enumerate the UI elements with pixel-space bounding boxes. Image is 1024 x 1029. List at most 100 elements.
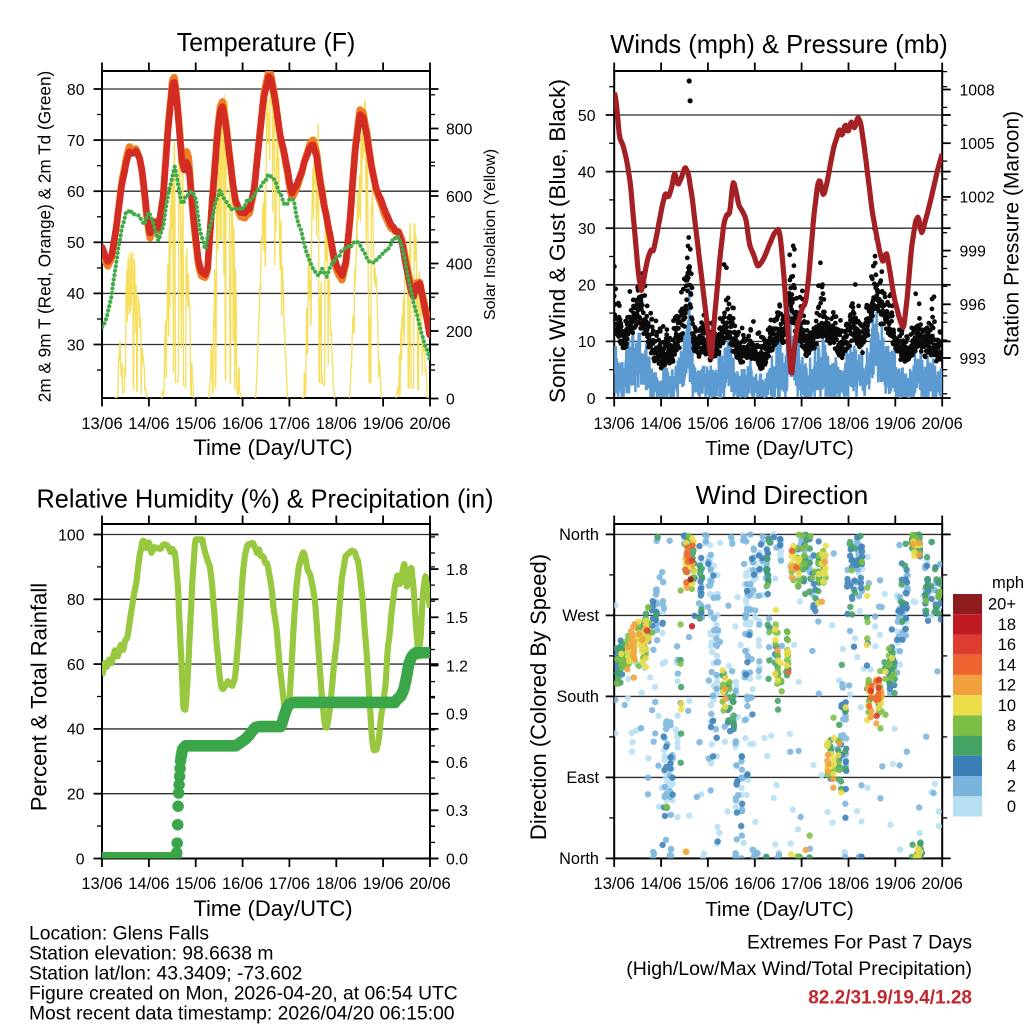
svg-text:13/06: 13/06 [594,415,635,433]
svg-text:Figure created on Mon, 2026-04: Figure created on Mon, 2026-04-20, at 06… [29,984,458,1005]
svg-text:0.6: 0.6 [446,755,468,772]
svg-text:30: 30 [578,221,596,238]
svg-text:13/06: 13/06 [81,875,122,893]
svg-text:60: 60 [67,184,85,201]
svg-text:15/06: 15/06 [687,875,728,893]
svg-text:10: 10 [578,334,596,351]
svg-text:1.5: 1.5 [446,610,468,627]
svg-text:16/06: 16/06 [222,875,263,893]
svg-text:Relative Humidity (%) & Precip: Relative Humidity (%) & Precipitation (i… [37,484,494,514]
svg-text:1.2: 1.2 [446,658,468,675]
svg-text:6: 6 [1007,737,1016,755]
svg-text:South: South [556,688,599,706]
svg-text:10: 10 [998,697,1016,715]
svg-text:400: 400 [446,256,473,273]
svg-text:60: 60 [67,657,85,674]
svg-text:Wind Direction: Wind Direction [696,480,869,510]
svg-text:Percent & Total Rainfall: Percent & Total Rainfall [26,583,51,811]
svg-text:0.9: 0.9 [446,707,468,724]
svg-text:0: 0 [587,391,596,408]
svg-text:17/06: 17/06 [781,415,822,433]
svg-text:13/06: 13/06 [594,875,635,893]
svg-text:Most recent data timestamp: 20: Most recent data timestamp: 2026/04/20 0… [29,1004,455,1025]
svg-text:40: 40 [67,722,85,739]
svg-text:40: 40 [67,286,85,303]
svg-text:Station elevation: 98.6638 m: Station elevation: 98.6638 m [29,944,273,965]
svg-text:West: West [562,607,599,625]
svg-text:50: 50 [67,235,85,252]
svg-text:Temperature (F): Temperature (F) [177,27,356,57]
svg-text:Extremes For Past 7 Days: Extremes For Past 7 Days [747,932,972,953]
svg-text:0: 0 [446,391,455,408]
svg-text:16/06: 16/06 [734,415,775,433]
svg-text:North: North [559,526,599,544]
svg-text:20: 20 [67,787,85,804]
svg-text:18/06: 18/06 [828,415,869,433]
svg-text:0: 0 [1007,798,1016,816]
svg-text:2: 2 [1007,778,1016,796]
svg-text:20/06: 20/06 [922,875,963,893]
svg-text:20/06: 20/06 [409,415,450,433]
svg-text:19/06: 19/06 [362,415,403,433]
svg-text:Station Pressure (Maroon): Station Pressure (Maroon) [1001,111,1024,357]
svg-text:17/06: 17/06 [781,875,822,893]
svg-text:800: 800 [446,121,473,138]
svg-text:15/06: 15/06 [687,415,728,433]
svg-text:80: 80 [67,82,85,99]
svg-text:19/06: 19/06 [875,875,916,893]
svg-text:1005: 1005 [960,136,995,153]
svg-text:North: North [559,850,599,868]
svg-text:13/06: 13/06 [81,415,122,433]
svg-text:0.0: 0.0 [446,851,468,868]
svg-text:996: 996 [960,297,987,314]
svg-text:14/06: 14/06 [640,875,681,893]
svg-text:18/06: 18/06 [316,415,357,433]
svg-text:1.8: 1.8 [446,562,468,579]
svg-text:200: 200 [446,324,473,341]
svg-text:20: 20 [578,278,596,295]
svg-text:14/06: 14/06 [640,415,681,433]
svg-text:20+: 20+ [988,596,1016,614]
svg-text:993: 993 [960,351,987,368]
svg-text:999: 999 [960,243,987,260]
svg-text:Sonic Wind & Gust (Blue, Black: Sonic Wind & Gust (Blue, Black) [545,79,570,403]
svg-text:16/06: 16/06 [734,875,775,893]
svg-text:70: 70 [67,133,85,150]
svg-text:14/06: 14/06 [128,415,169,433]
svg-text:18/06: 18/06 [828,875,869,893]
svg-text:Winds (mph) & Pressure (mb): Winds (mph) & Pressure (mb) [610,29,948,59]
svg-text:(High/Low/Max Wind/Total Preci: (High/Low/Max Wind/Total Precipitation) [626,958,972,980]
svg-text:12: 12 [998,677,1016,695]
svg-text:20/06: 20/06 [409,875,450,893]
svg-text:Time (Day/UTC): Time (Day/UTC) [705,437,853,460]
svg-text:Time (Day/UTC): Time (Day/UTC) [705,898,853,921]
svg-text:4: 4 [1007,758,1016,776]
svg-text:600: 600 [446,189,473,206]
svg-text:17/06: 17/06 [269,415,310,433]
svg-text:14/06: 14/06 [128,875,169,893]
svg-text:Time (Day/UTC): Time (Day/UTC) [193,435,352,460]
svg-text:82.2/31.9/19.4/1.28: 82.2/31.9/19.4/1.28 [808,987,972,1008]
svg-text:Location: Glens Falls: Location: Glens Falls [29,924,209,945]
svg-text:18: 18 [998,616,1016,634]
svg-text:1002: 1002 [960,190,995,207]
svg-text:Station lat/lon: 43.3409; -73.: Station lat/lon: 43.3409; -73.602 [29,964,302,985]
svg-text:1008: 1008 [960,82,995,99]
svg-text:8: 8 [1007,717,1016,735]
svg-text:17/06: 17/06 [269,875,310,893]
svg-text:100: 100 [58,527,85,544]
svg-text:0.3: 0.3 [446,803,468,820]
svg-text:40: 40 [578,164,596,181]
svg-text:Direction (Colored By Speed): Direction (Colored By Speed) [526,554,551,840]
svg-text:50: 50 [578,108,596,125]
svg-text:mph: mph [992,574,1024,592]
svg-text:15/06: 15/06 [175,415,216,433]
svg-text:14: 14 [998,656,1016,674]
svg-text:Time (Day/UTC): Time (Day/UTC) [193,896,352,921]
svg-text:20/06: 20/06 [922,415,963,433]
svg-text:16/06: 16/06 [222,415,263,433]
svg-text:30: 30 [67,337,85,354]
svg-text:19/06: 19/06 [362,875,403,893]
svg-text:Solar Insolation (Yellow): Solar Insolation (Yellow) [482,149,499,320]
svg-text:2m & 9m T (Red, Orange) & 2m T: 2m & 9m T (Red, Orange) & 2m Td (Green) [35,71,55,402]
